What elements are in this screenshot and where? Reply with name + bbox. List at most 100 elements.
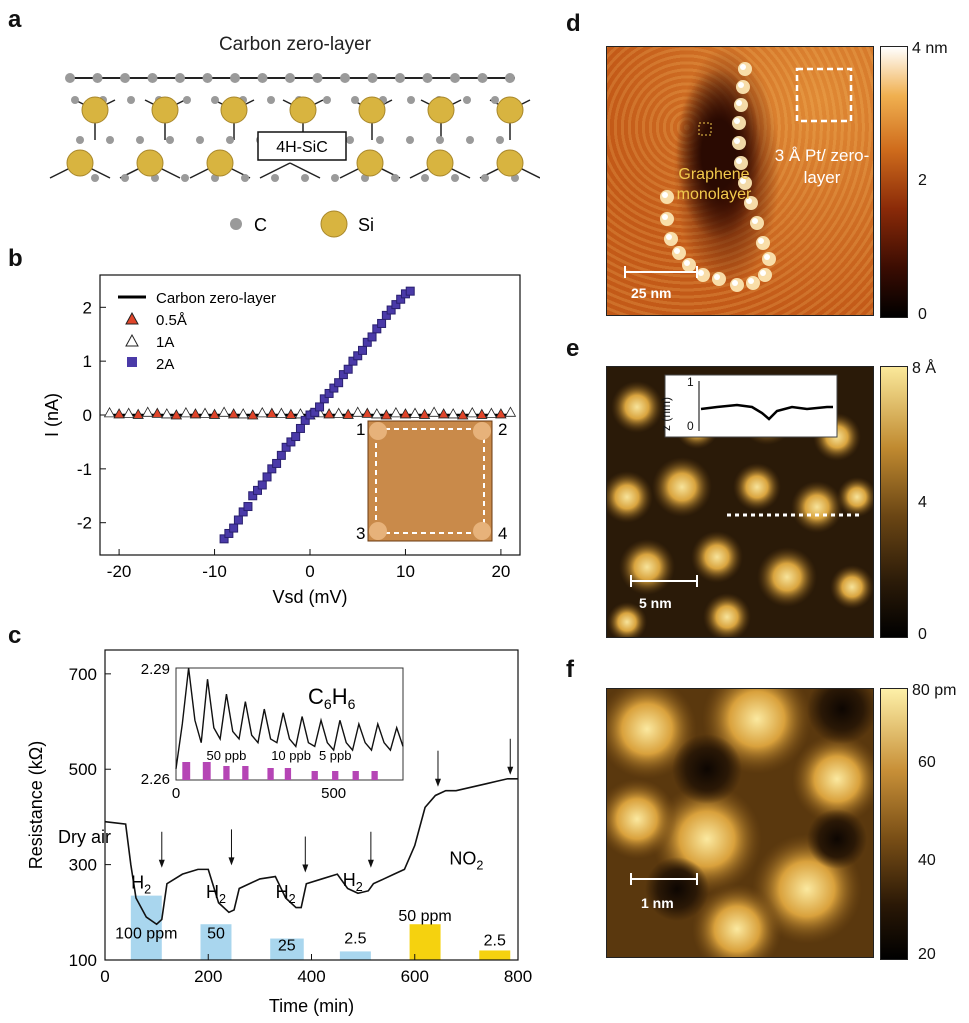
pt-cluster-highlight xyxy=(662,214,668,220)
pt-cluster-highlight xyxy=(662,192,668,198)
carbon-atom xyxy=(436,136,444,144)
yaxis-label-c: Resistance (kΩ) xyxy=(26,741,46,870)
inset-bar-label: 10 ppb xyxy=(271,748,311,763)
xtick-label-b: -10 xyxy=(202,562,227,581)
data-point-2a xyxy=(315,402,325,412)
carbon-atom xyxy=(166,136,174,144)
carbon-atom xyxy=(301,174,309,182)
zoom-box-small xyxy=(698,122,712,136)
pt-cluster-highlight xyxy=(740,64,746,70)
carbon-atom xyxy=(481,174,489,182)
data-point-05a xyxy=(170,409,183,420)
ytick-label-b: 0 xyxy=(83,406,92,425)
lattice xyxy=(49,73,540,182)
panel-letter-e: e xyxy=(566,335,580,362)
carbon-atom xyxy=(91,174,99,182)
carbon-atom xyxy=(463,96,471,104)
carbon-atom xyxy=(183,96,191,104)
data-point-05a xyxy=(113,408,125,419)
gas-switch-arrowhead xyxy=(302,864,309,873)
data-point-05a xyxy=(418,408,431,419)
carbon-atom xyxy=(127,96,135,104)
inset-pulse-bar xyxy=(242,766,249,780)
carbon-atom xyxy=(422,73,433,83)
pt-cluster-highlight xyxy=(764,254,770,260)
data-point-05a xyxy=(380,409,393,420)
contact-pad xyxy=(473,422,491,440)
data-point-1a xyxy=(352,406,364,417)
xtick-label-c: 200 xyxy=(194,967,222,986)
surface-cluster xyxy=(607,471,653,523)
carbon-atom xyxy=(92,73,103,83)
ytick-label-b: 1 xyxy=(83,352,92,371)
gas-switch-arrowhead xyxy=(507,766,514,775)
data-point-05a xyxy=(208,408,221,419)
data-point-05a xyxy=(151,407,163,418)
colorbar-f-tick-20: 20 xyxy=(918,946,936,963)
stm-image-d: Graphene monolayer 3 Å Pt/ zero-layer 25… xyxy=(606,46,874,316)
pt-cluster-highlight xyxy=(714,274,720,280)
inset-xtick: 500 xyxy=(321,785,346,802)
gas-pulse-bar xyxy=(130,895,162,960)
xtick-label-c: 600 xyxy=(401,967,429,986)
gas-switch-arrowhead xyxy=(158,859,165,868)
xtick-label-c: 800 xyxy=(504,967,532,986)
carbon-atom xyxy=(147,73,158,83)
colorbar-e-tick-max: 8 Å xyxy=(912,360,937,377)
colorbar-e-tick-min: 0 xyxy=(918,626,927,643)
carbon-atom xyxy=(196,136,204,144)
xaxis-label-b: Vsd (mV) xyxy=(272,587,347,607)
carbon-atom xyxy=(230,73,240,83)
legend-c-label: C xyxy=(254,215,267,235)
data-point-1a xyxy=(371,408,383,419)
data-point-05a xyxy=(342,408,354,419)
ytick-label-c: 100 xyxy=(69,951,97,970)
legend-si-label: Si xyxy=(358,215,374,235)
carbon-atom xyxy=(421,174,429,182)
carbon-atom xyxy=(257,73,268,83)
legend-si-icon xyxy=(320,210,348,238)
data-point-05a xyxy=(437,408,450,419)
annotation-c: H2 xyxy=(276,882,296,906)
annotation-c: 50 ppm xyxy=(398,908,451,925)
panel-letter-f: f xyxy=(566,656,574,683)
data-point-05a xyxy=(266,407,278,418)
inset-pulse-bar xyxy=(352,771,359,780)
data-point-1a xyxy=(180,407,192,418)
carbon-atom xyxy=(71,96,79,104)
carbon-atom xyxy=(491,96,499,104)
inset-pulse-bar xyxy=(332,771,339,780)
pt-cluster-highlight xyxy=(736,100,742,106)
data-point-1a xyxy=(332,407,345,418)
legend-label-b: 0.5Å xyxy=(156,312,187,329)
data-point-1a xyxy=(199,407,211,418)
data-point-2a xyxy=(338,370,348,380)
carbon-atom xyxy=(211,96,219,104)
carbon-atom xyxy=(120,73,130,83)
contact-label: 4 xyxy=(498,524,507,543)
carbon-atom xyxy=(376,136,384,144)
colorbar-f-tick-80: 80 pm xyxy=(912,682,957,699)
xtick-label-c: 400 xyxy=(297,967,325,986)
data-point-05a xyxy=(132,408,144,419)
carbon-atom xyxy=(340,73,350,83)
carbon-atom xyxy=(351,96,359,104)
data-point-05a xyxy=(285,408,297,419)
silicon-atom xyxy=(81,96,109,124)
pt-cluster-highlight xyxy=(734,138,740,144)
carbon-atom xyxy=(121,174,129,182)
silicon-atom xyxy=(356,149,384,177)
silicon-atom xyxy=(426,149,454,177)
annotation-c: 100 ppm xyxy=(115,926,177,943)
colorbar-f-tick-60: 60 xyxy=(918,754,936,771)
silicon-atom xyxy=(66,149,94,177)
data-point-1a xyxy=(275,407,288,418)
silicon-atom xyxy=(496,96,524,124)
annotation-c: NO2 xyxy=(449,849,483,873)
carbon-atom xyxy=(285,73,295,83)
silicon-atom xyxy=(427,96,455,124)
data-point-1a xyxy=(504,406,517,417)
carbon-atom xyxy=(106,136,114,144)
